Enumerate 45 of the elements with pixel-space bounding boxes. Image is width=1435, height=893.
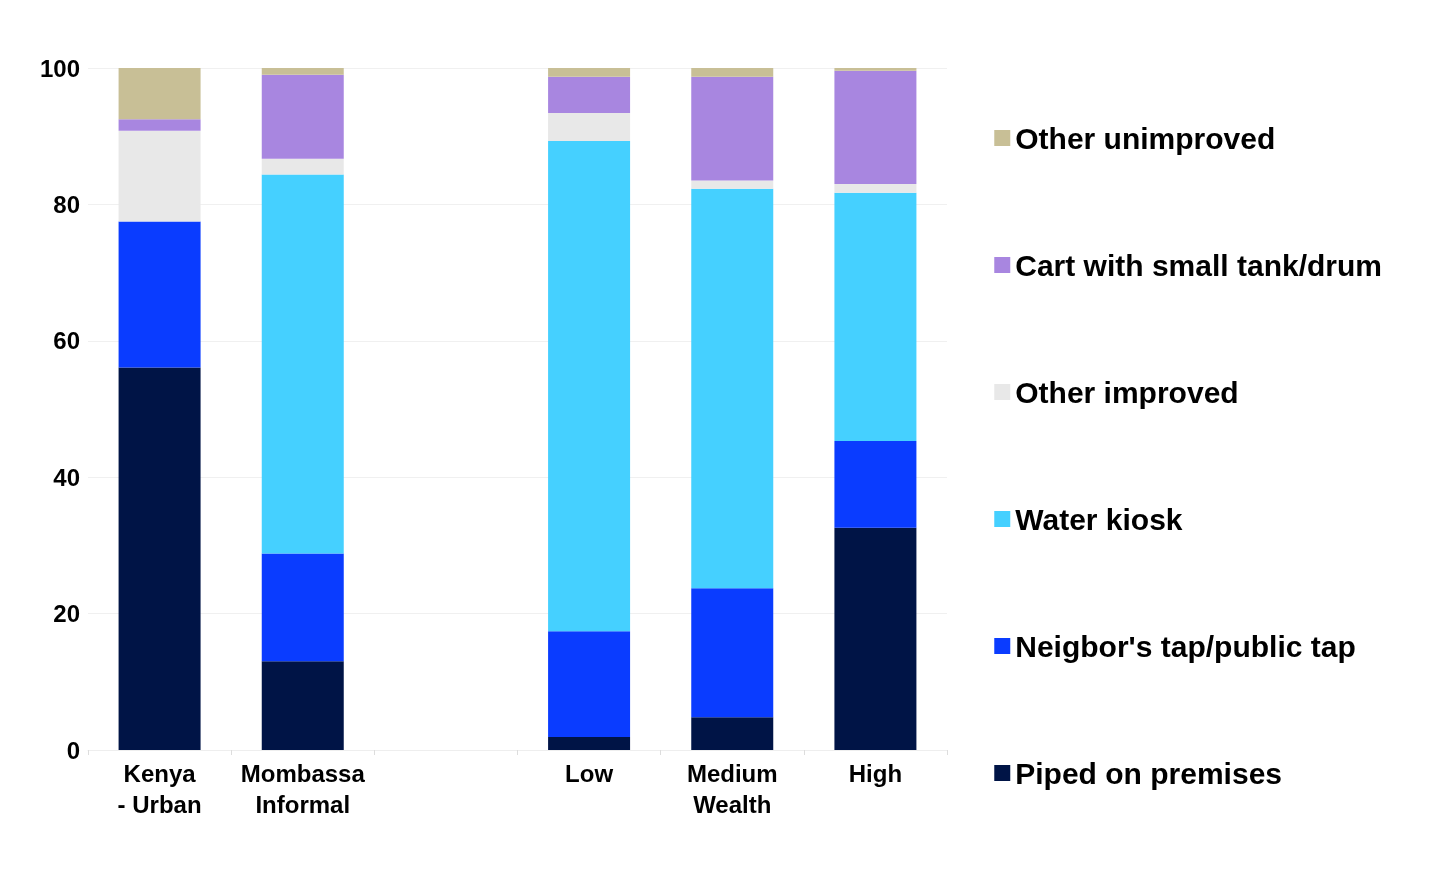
bar	[548, 68, 631, 77]
y-tick-label: 40	[53, 463, 80, 491]
bar	[834, 183, 917, 193]
bar	[691, 68, 774, 77]
bar	[834, 68, 917, 71]
y-tick-label: 80	[53, 190, 80, 218]
y-tick-label: 60	[53, 327, 80, 355]
bar	[691, 188, 774, 589]
legend-label: Cart with small tank/drum	[1015, 248, 1383, 282]
y-tick-label: 100	[39, 54, 80, 82]
bar	[118, 68, 201, 120]
bar	[118, 221, 201, 368]
legend-label: Neigbor's tap/public tap	[1015, 629, 1356, 663]
bar	[261, 158, 344, 175]
x-tick-label: Mombassa Informal	[240, 760, 366, 818]
bar	[691, 180, 774, 189]
bar	[548, 737, 631, 750]
y-tick-label: 20	[53, 600, 80, 628]
bar	[118, 119, 201, 131]
y-tick-label: 0	[66, 736, 80, 764]
bar	[261, 74, 344, 159]
bar	[834, 527, 917, 750]
legend-label: Other unimproved	[1015, 121, 1276, 155]
x-tick-label: Kenya - Urban	[117, 760, 202, 818]
bar	[834, 70, 917, 184]
bar	[118, 367, 201, 750]
bar	[548, 113, 631, 141]
bar	[261, 661, 344, 750]
bar	[261, 68, 344, 75]
x-tick-label: Low	[565, 760, 614, 787]
bar	[548, 631, 631, 738]
legend-label: Other improved	[1015, 375, 1239, 409]
bar	[548, 140, 631, 632]
bar	[548, 76, 631, 114]
x-tick-label: Medium Wealth	[686, 760, 778, 818]
bar	[834, 441, 917, 528]
bar	[691, 717, 774, 750]
bar	[691, 76, 774, 181]
x-tick-label: High	[848, 760, 903, 787]
bar	[691, 588, 774, 718]
legend-label: Water kiosk	[1015, 502, 1183, 536]
legend-label: Piped on premises	[1015, 756, 1283, 790]
bar	[261, 174, 344, 554]
bar	[261, 553, 344, 662]
bar	[834, 192, 917, 442]
